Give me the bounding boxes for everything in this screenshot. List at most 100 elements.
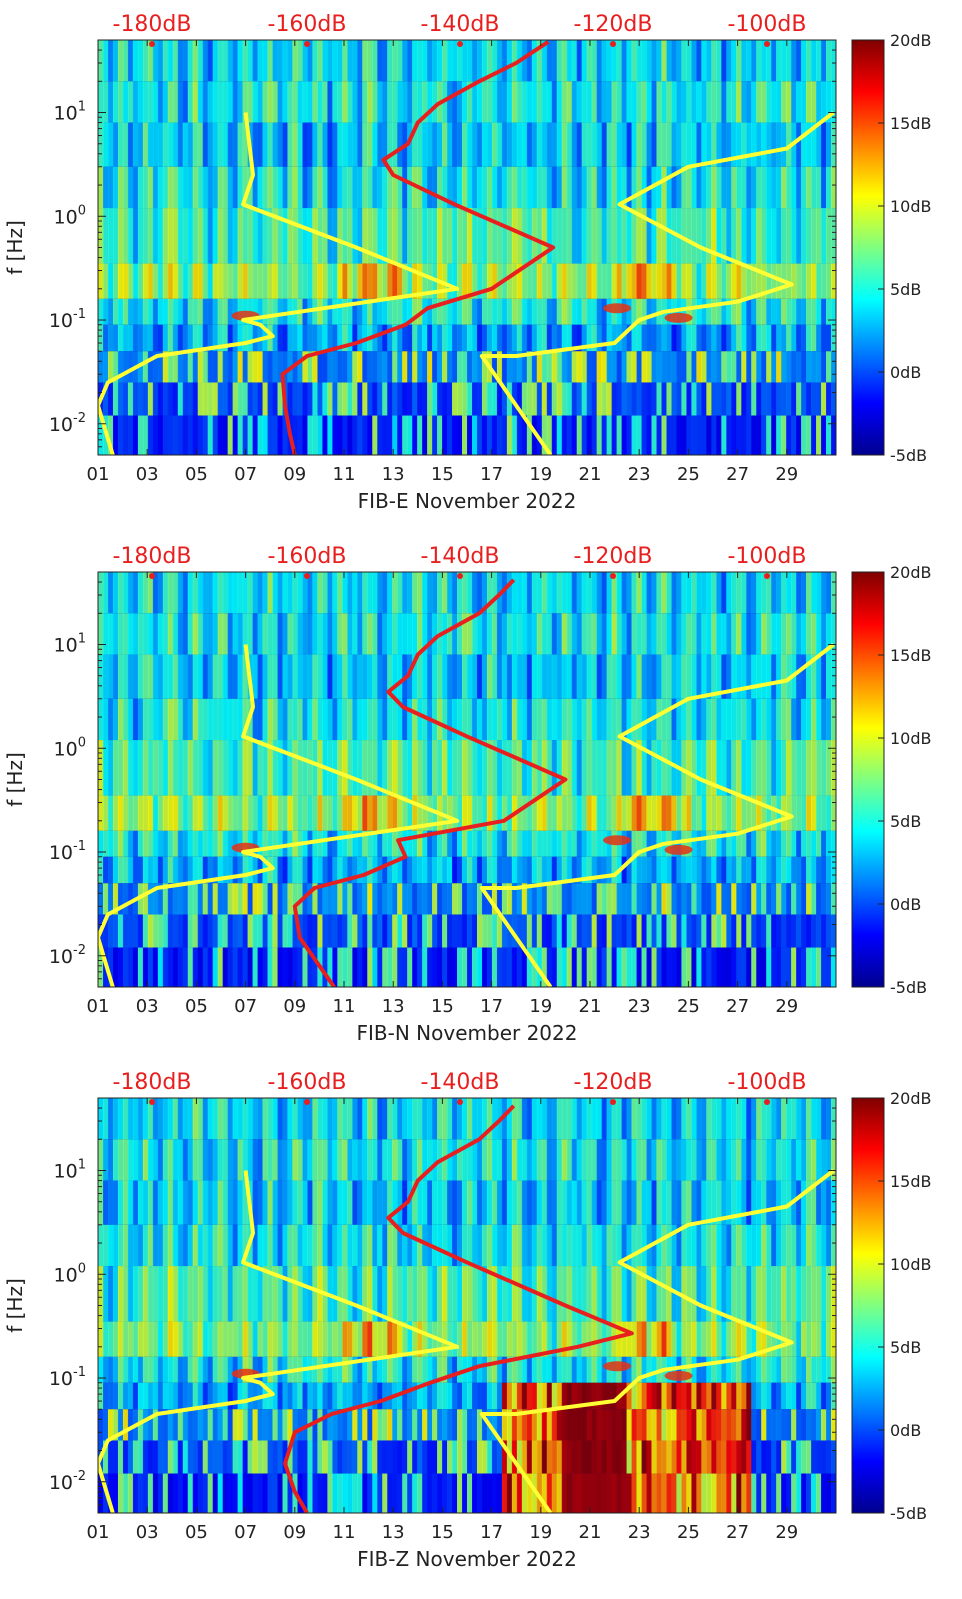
spectrogram-cell [387, 654, 393, 699]
spectrogram-cell [636, 263, 643, 299]
spectrogram-cell [546, 351, 553, 383]
spectrogram-cell [207, 1180, 214, 1225]
spectrogram-cell [681, 324, 688, 352]
y-tick-label: 10-1 [49, 839, 86, 864]
spectrogram-cell [297, 740, 304, 796]
spectrogram-cell [666, 883, 673, 915]
spectrogram-cell [676, 382, 683, 416]
spectrogram-cell [257, 1440, 264, 1474]
spectrogram-cell [551, 324, 558, 352]
spectrogram-cell [282, 613, 289, 655]
spectrogram-cell [531, 1180, 538, 1225]
spectrogram-cell [447, 698, 453, 741]
spectrogram-cell [452, 324, 458, 352]
spectrogram-cell [167, 698, 174, 741]
spectrogram-cell [646, 81, 653, 123]
spectrogram-cell [312, 351, 319, 383]
spectrogram-cell [102, 1180, 109, 1225]
spectrogram-cell [776, 613, 782, 655]
spectrogram-cell [646, 1266, 653, 1322]
spectrogram-cell [491, 166, 498, 209]
spectrogram-cell [402, 1321, 408, 1357]
spectrogram-cell [252, 914, 259, 948]
spectrogram-cell [576, 1473, 583, 1513]
spectrogram-cell [102, 81, 109, 123]
spectrogram-cell [302, 415, 309, 455]
spectrogram-cell [457, 1224, 463, 1267]
spectrogram-cell [571, 208, 578, 264]
spectrogram-cell [407, 208, 413, 264]
spectrogram-cell [576, 208, 583, 264]
spectrogram-cell [197, 740, 204, 796]
spectrogram-cell [741, 81, 747, 123]
spectrogram-cell [716, 1139, 722, 1181]
spectrogram-cell [596, 613, 603, 655]
spectrogram-cell [606, 1266, 613, 1322]
spectrogram-cell [98, 324, 104, 352]
spectrogram-cell [756, 122, 762, 167]
spectrogram-cell [521, 382, 528, 416]
spectrogram-cell [252, 382, 259, 416]
spectrogram-cell [606, 572, 613, 614]
spectrogram-cell [696, 1180, 702, 1225]
spectrogram-cell [332, 1224, 338, 1267]
spectrogram-cell [267, 382, 274, 416]
spectrogram-cell [107, 351, 114, 383]
spectrogram-cell [167, 947, 174, 987]
spectrogram-cell [501, 1473, 508, 1513]
spectrogram-cell [556, 122, 563, 167]
spectrogram-cell [516, 883, 523, 915]
spectrogram-cell [112, 1473, 119, 1513]
spectrogram-cell [217, 81, 224, 123]
spectrogram-cell [272, 81, 279, 123]
spectrogram-cell [726, 1224, 732, 1267]
spectrogram-cell [816, 795, 822, 831]
spectrogram-cell [681, 698, 688, 741]
spectrogram-cell [232, 324, 239, 352]
spectrogram-cell [591, 914, 598, 948]
spectrogram-cell [761, 382, 767, 416]
spectrogram-cell [152, 1409, 159, 1441]
spectrogram-cell [491, 572, 498, 614]
spectrogram-cell [442, 1224, 448, 1267]
spectrogram-cell [496, 81, 503, 123]
spectrogram-cell [147, 263, 154, 299]
spectrogram-cell [711, 654, 717, 699]
spectrogram-cell [197, 382, 204, 416]
spectrogram-cell [217, 856, 224, 884]
spectrogram-cell [541, 856, 548, 884]
spectrogram-cell [182, 572, 189, 614]
spectrogram-cell [556, 1224, 563, 1267]
spectrogram-cell [442, 914, 448, 948]
spectrogram-cell [232, 698, 239, 741]
spectrogram-cell [402, 298, 408, 325]
spectrogram-cell [551, 1098, 558, 1140]
spectrogram-cell [462, 1440, 468, 1474]
spectrogram-cell [327, 795, 333, 831]
spectrogram-cell [322, 263, 328, 299]
spectrogram-cell [716, 947, 722, 987]
spectrogram-cell [292, 654, 299, 699]
spectrogram-cell [601, 1180, 608, 1225]
spectrogram-cell [631, 1440, 638, 1474]
noise-model-low-line [98, 112, 460, 455]
spectrogram-cell [576, 1356, 583, 1383]
spectrogram-cell [372, 1224, 378, 1267]
spectrogram-cell [162, 914, 169, 948]
spectrogram-cell [821, 795, 827, 831]
spectrogram-cell [342, 795, 348, 831]
spectrogram-cell [746, 613, 752, 655]
spectrogram-cell [102, 208, 109, 264]
spectrogram-cell [751, 795, 757, 831]
spectrogram-image [98, 40, 836, 455]
spectrogram-cell [641, 208, 648, 264]
spectrogram-cell [591, 1382, 598, 1410]
spectrogram-cell [616, 208, 623, 264]
spectrogram-cell [162, 1356, 169, 1383]
spectrogram-cell [831, 830, 836, 857]
spectrogram-cell [556, 1473, 563, 1513]
spectrogram-cell [132, 298, 139, 325]
spectrogram-cell [646, 1356, 653, 1383]
spectrogram-cell [771, 883, 777, 915]
spectrogram-cell [796, 324, 802, 352]
